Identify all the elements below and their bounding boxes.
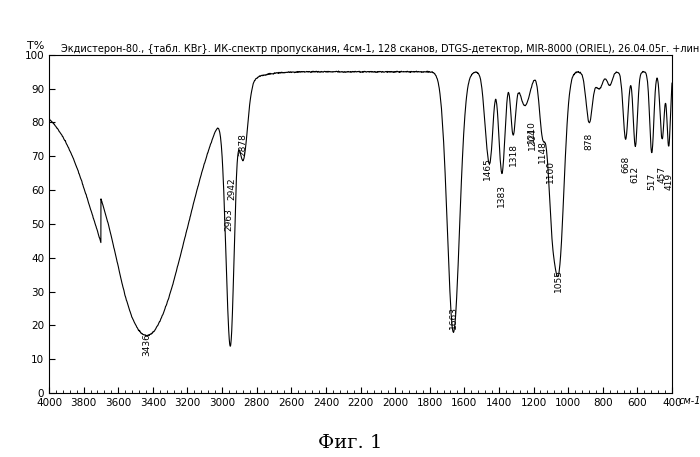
Text: 2878: 2878 [239,133,248,156]
Text: 2963: 2963 [224,208,233,231]
Text: 419: 419 [664,173,673,190]
Text: 1055: 1055 [554,269,563,292]
Text: 1204: 1204 [528,127,538,149]
Text: Фиг. 1: Фиг. 1 [318,435,382,452]
Text: 2942: 2942 [228,178,237,200]
Text: 1318: 1318 [509,143,517,166]
Text: 517: 517 [648,173,657,190]
Text: 1465: 1465 [483,157,492,180]
Text: 457: 457 [657,166,666,183]
Text: 668: 668 [621,156,630,173]
Text: см-1: см-1 [678,396,700,406]
Text: 1663: 1663 [449,306,458,329]
Text: Экдистерон-80., {табл. КBr}. ИК-спектр пропускания, 4см-1, 128 сканов, DTGS-дете: Экдистерон-80., {табл. КBr}. ИК-спектр п… [62,44,700,54]
Text: T%: T% [27,41,45,51]
Text: 1148: 1148 [538,140,547,163]
Text: 1100: 1100 [547,160,555,183]
Text: 1383: 1383 [498,184,506,207]
Text: 612: 612 [631,166,640,183]
Text: 1210: 1210 [527,120,536,143]
Text: 878: 878 [584,132,594,149]
Text: 3436: 3436 [142,333,151,356]
